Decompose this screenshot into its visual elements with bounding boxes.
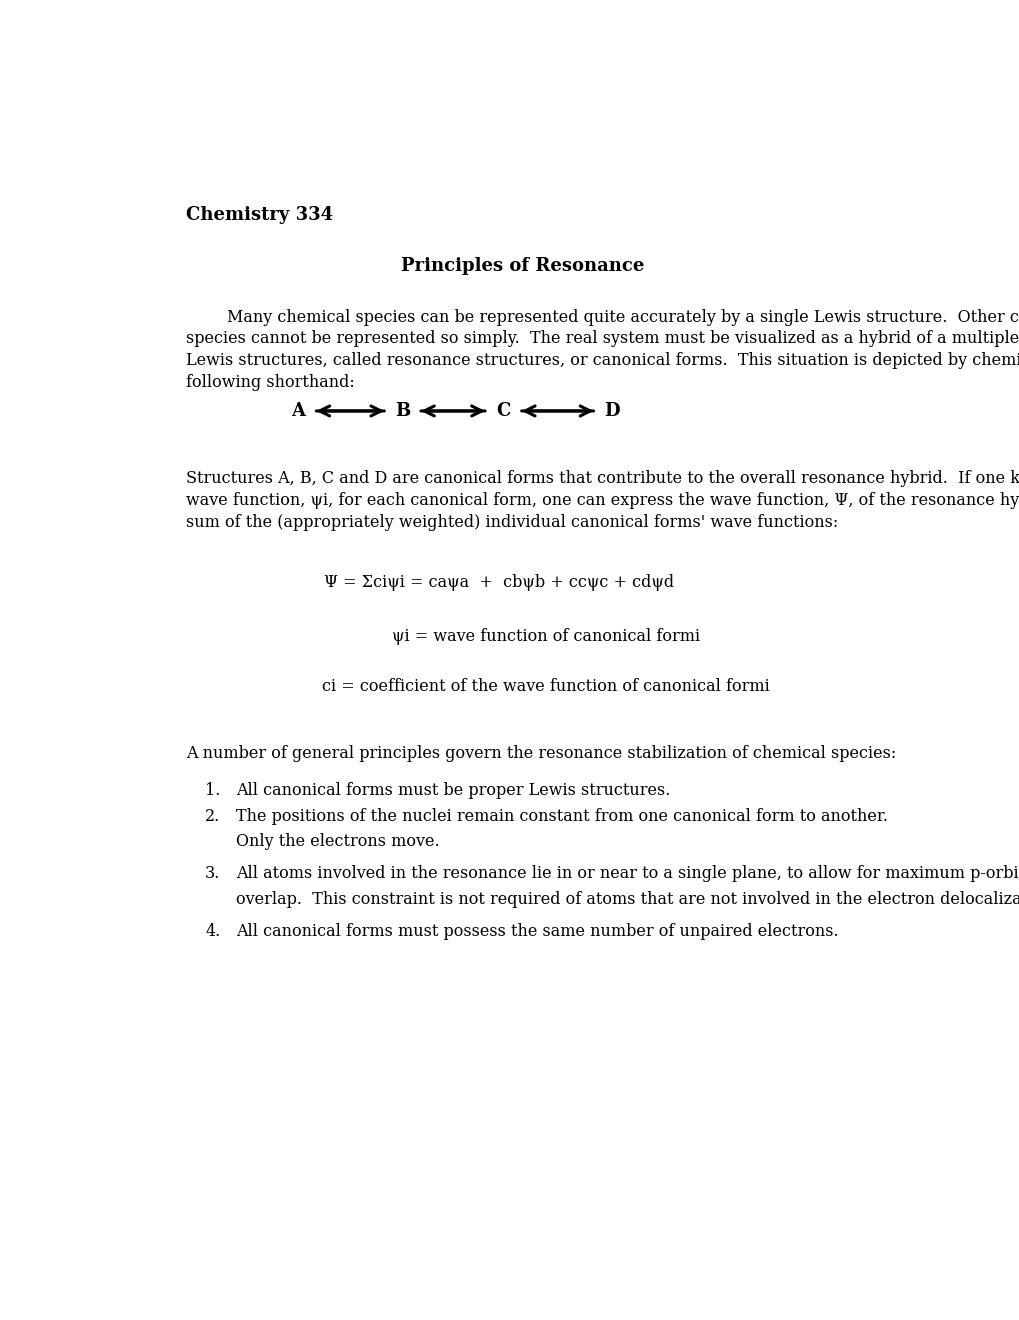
Text: Lewis structures, called resonance structures, or canonical forms.  This situati: Lewis structures, called resonance struc… xyxy=(185,352,1019,370)
Text: Structures A, B, C and D are canonical forms that contribute to the overall reso: Structures A, B, C and D are canonical f… xyxy=(185,470,1019,487)
Text: following shorthand:: following shorthand: xyxy=(185,375,354,392)
Text: 4.: 4. xyxy=(205,923,220,940)
Text: 3.: 3. xyxy=(205,866,220,882)
Text: C: C xyxy=(495,403,511,420)
Text: Only the electrons move.: Only the electrons move. xyxy=(235,833,439,850)
Text: ci = coefficient of the wave function of canonical formi: ci = coefficient of the wave function of… xyxy=(322,678,769,696)
Text: Chemistry 334: Chemistry 334 xyxy=(185,206,332,224)
Text: A number of general principles govern the resonance stabilization of chemical sp: A number of general principles govern th… xyxy=(185,744,895,762)
Text: B: B xyxy=(394,403,410,420)
Text: 2.: 2. xyxy=(205,808,220,825)
Text: overlap.  This constraint is not required of atoms that are not involved in the : overlap. This constraint is not required… xyxy=(235,891,1019,908)
Text: sum of the (appropriately weighted) individual canonical forms' wave functions:: sum of the (appropriately weighted) indi… xyxy=(185,515,837,531)
Text: A: A xyxy=(290,403,305,420)
Text: The positions of the nuclei remain constant from one canonical form to another.: The positions of the nuclei remain const… xyxy=(235,808,888,825)
Text: 1.: 1. xyxy=(205,781,220,799)
Text: wave function, ψi, for each canonical form, one can express the wave function, Ψ: wave function, ψi, for each canonical fo… xyxy=(185,492,1019,510)
Text: Many chemical species can be represented quite accurately by a single Lewis stru: Many chemical species can be represented… xyxy=(185,309,1019,326)
Text: ψi = wave function of canonical formi: ψi = wave function of canonical formi xyxy=(391,628,699,645)
Text: D: D xyxy=(603,403,620,420)
Text: All canonical forms must possess the same number of unpaired electrons.: All canonical forms must possess the sam… xyxy=(235,923,838,940)
Text: species cannot be represented so simply.  The real system must be visualized as : species cannot be represented so simply.… xyxy=(185,330,1019,347)
Text: Ψ = Σciψi = caψa  +  cbψb + ccψc + cdψd: Ψ = Σciψi = caψa + cbψb + ccψc + cdψd xyxy=(324,574,674,591)
Text: Principles of Resonance: Principles of Resonance xyxy=(400,257,644,275)
Text: All atoms involved in the resonance lie in or near to a single plane, to allow f: All atoms involved in the resonance lie … xyxy=(235,866,1019,882)
Text: All canonical forms must be proper Lewis structures.: All canonical forms must be proper Lewis… xyxy=(235,781,669,799)
